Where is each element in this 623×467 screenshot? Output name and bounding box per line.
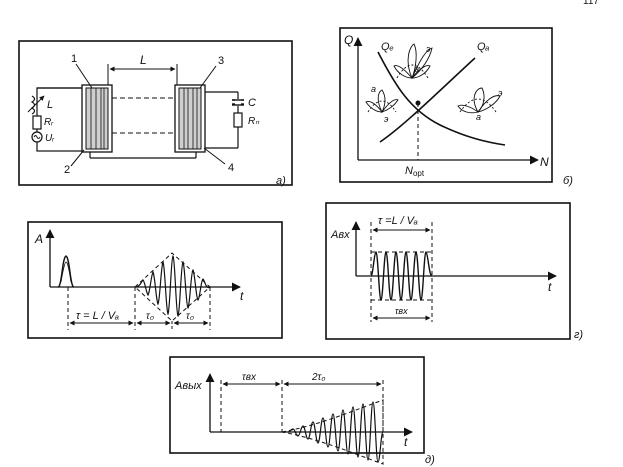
b-pattern-left-e: э (384, 114, 389, 124)
callout-1: 1 (71, 53, 77, 65)
panel-b-q-vs-n-plot: Q N Qₑ Qₐ Nopt э а а э (339, 27, 573, 187)
inductor-symbol (30, 95, 36, 115)
e-label-t: t (404, 435, 408, 449)
b-pattern-right-e: э (498, 88, 503, 98)
label-c: C (248, 97, 256, 109)
b-pattern-top-e: э (426, 44, 431, 54)
panel-d-tag: г) (574, 329, 583, 341)
e-label-avyx: Aвых (174, 380, 202, 392)
c-input-pulse (57, 255, 75, 288)
resistor-rr (32, 115, 42, 130)
c-label-a: A (34, 232, 43, 246)
d-input-oscillation (370, 251, 433, 301)
c-label-tau0-second: τ₀ (186, 311, 194, 322)
c-echo-oscillation (134, 255, 211, 318)
radiation-pattern-right: э а (457, 87, 503, 122)
e-label-tau-vx: τвх (242, 372, 257, 383)
callout-4: 4 (228, 162, 234, 174)
d-label-t: t (548, 280, 552, 294)
panel-b-tag: б) (563, 175, 573, 187)
radiation-pattern-left: а э (365, 84, 399, 124)
e-label-two-tau0: 2τ₀ (311, 372, 326, 383)
curve-qe (377, 51, 506, 146)
panel-a-device-schematic: L Rᵣ Uᵣ L 1 2 3 4 (18, 40, 293, 187)
page-number: 117 (583, 0, 599, 7)
panel-c-echo-signal: A t τ = L / Vₐ τ₀ τ₀ (27, 221, 283, 339)
d-label-tau: τ =L / Vₐ (378, 215, 418, 227)
b-label-nopt: Nopt (405, 165, 425, 178)
b-pattern-left-a: а (371, 84, 376, 94)
b-label-q: Q (344, 33, 353, 47)
e-output-oscillation (287, 401, 384, 463)
panel-c-frame (27, 221, 283, 339)
d-label-tau-vx: τвх (395, 306, 408, 316)
panel-a-tag: а) (276, 175, 286, 187)
panel-d-frame (325, 202, 571, 340)
panel-a-frame (18, 40, 293, 186)
radiation-pattern-top: э а (393, 43, 433, 80)
panel-e-tag: д) (425, 454, 435, 466)
label-ur: Uᵣ (45, 133, 55, 144)
b-label-qa: Qₐ (477, 41, 490, 53)
panel-d-input-signal: Aвх t τ =L / Vₐ τвх г) (325, 202, 583, 341)
b-pattern-right-a: а (476, 112, 481, 122)
b-pattern-top-a: а (414, 64, 419, 74)
c-label-tau0-first: τ₀ (146, 311, 154, 322)
panel-b-frame (339, 27, 553, 183)
label-rr: Rᵣ (44, 117, 54, 128)
panel-e-frame (169, 356, 425, 454)
resistor-rn (233, 112, 243, 128)
curve-qa (379, 57, 476, 143)
label-rn: Rₙ (248, 116, 260, 127)
d-label-avx: Aвх (330, 229, 350, 241)
panel-e-output-signal: Aвых t τвх 2τ₀ д) (169, 356, 435, 466)
b-label-n: N (540, 155, 549, 169)
callout-3: 3 (218, 55, 224, 67)
c-label-t: t (240, 289, 244, 303)
label-l-distance: L (140, 53, 147, 67)
c-label-tau: τ = L / Vₐ (76, 310, 119, 322)
callout-2: 2 (64, 164, 70, 176)
label-l-inductor: L (47, 99, 53, 111)
b-label-qe: Qₑ (381, 41, 394, 53)
